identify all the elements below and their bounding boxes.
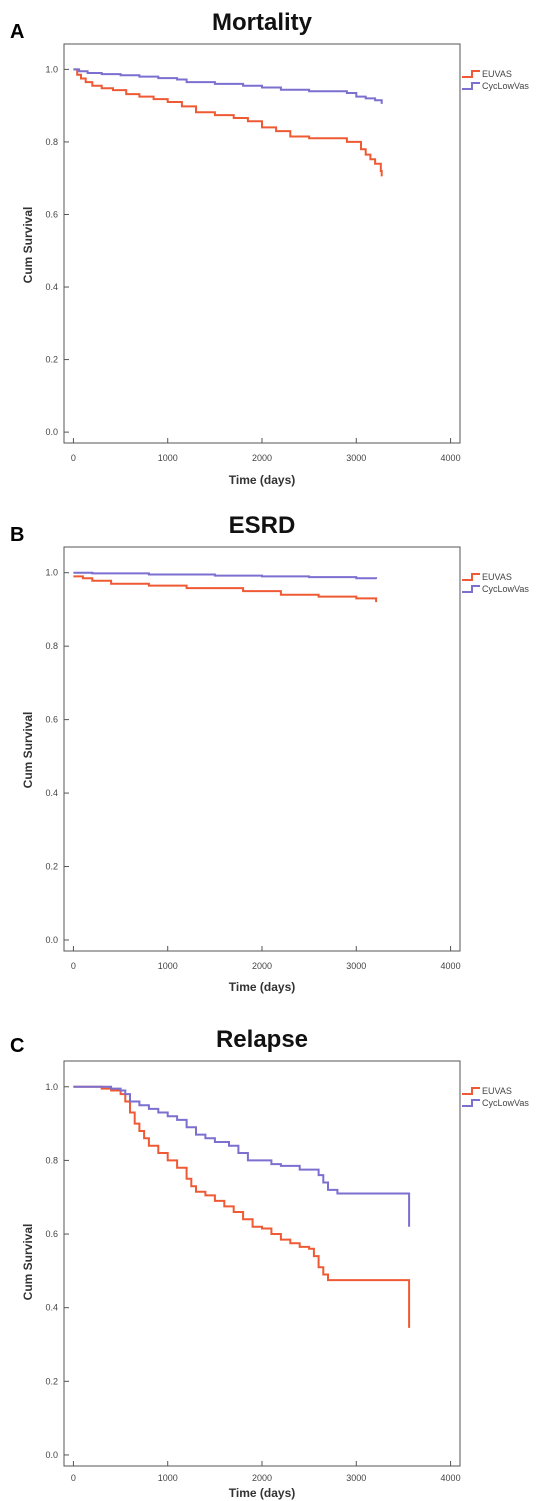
y-tick-label: 0.4 <box>45 1303 58 1313</box>
legend-swatch-cyclowvas <box>462 1099 480 1107</box>
legend-swatch-euvas <box>462 573 480 581</box>
x-tick-label: 0 <box>71 1473 76 1483</box>
panel-letter: A <box>10 21 24 43</box>
series-line-cyclowvas <box>73 571 378 580</box>
legend-label-cyclowvas: CycLowVas <box>482 1098 529 1108</box>
panel-a: A Mortality 0.0 0.2 0.4 0.6 0.8 1.0 0 1000 2000 300… <box>10 9 529 487</box>
y-tick-label: 0.0 <box>45 935 58 945</box>
panel-letter: C <box>10 1035 24 1057</box>
y-axis-title: Cum Survival <box>21 207 35 284</box>
x-tick-label: 1000 <box>158 1473 178 1483</box>
legend-swatch-euvas <box>462 70 480 78</box>
series-line-cyclowvas <box>73 1085 411 1227</box>
legend-label-euvas: EUVAS <box>482 1086 512 1096</box>
chart-title: Relapse <box>216 1026 308 1053</box>
y-tick-label: 0.8 <box>45 641 58 651</box>
x-axis-title: Time (days) <box>229 1486 295 1500</box>
y-tick-label: 0.6 <box>45 1229 58 1239</box>
y-tick-label: 0.6 <box>45 209 58 219</box>
plot-frame <box>63 1060 461 1467</box>
chart-title: ESRD <box>229 512 296 539</box>
x-tick-label: 1000 <box>158 961 178 971</box>
series-line-cyclowvas <box>73 68 383 104</box>
x-tick-label: 2000 <box>252 961 272 971</box>
y-tick-label: 1.0 <box>45 568 58 578</box>
chart-title: Mortality <box>212 9 313 36</box>
x-tick-label: 3000 <box>346 961 366 971</box>
series-line-euvas <box>73 575 378 603</box>
x-tick-label: 4000 <box>441 1473 461 1483</box>
panel-letter: B <box>10 524 24 546</box>
x-tick-label: 2000 <box>252 453 272 463</box>
y-tick-label: 0.2 <box>45 862 58 872</box>
y-tick-label: 1.0 <box>45 64 58 74</box>
legend-label-cyclowvas: CycLowVas <box>482 584 529 594</box>
plot-frame <box>63 546 461 952</box>
x-tick-label: 0 <box>71 453 76 463</box>
panel-c: C Relapse 0.0 0.2 0.4 0.6 0.8 1.0 0 1000 2000 3000 4… <box>10 1026 529 1500</box>
y-axis-title: Cum Survival <box>21 1224 35 1301</box>
x-axis-title: Time (days) <box>229 980 295 994</box>
x-tick-label: 3000 <box>346 453 366 463</box>
y-tick-label: 1.0 <box>45 1082 58 1092</box>
panel-b: B ESRD 0.0 0.2 0.4 0.6 0.8 1.0 0 1000 2000 3000 4000… <box>10 512 529 994</box>
legend-label-euvas: EUVAS <box>482 69 512 79</box>
x-tick-label: 4000 <box>441 961 461 971</box>
x-axis-title: Time (days) <box>229 473 295 487</box>
legend-swatch-cyclowvas <box>462 82 480 90</box>
y-tick-label: 0.8 <box>45 137 58 147</box>
y-tick-label: 0.6 <box>45 715 58 725</box>
y-tick-label: 0.4 <box>45 788 58 798</box>
x-tick-label: 3000 <box>346 1473 366 1483</box>
y-tick-label: 0.4 <box>45 282 58 292</box>
y-tick-label: 0.2 <box>45 1376 58 1386</box>
y-tick-label: 0.8 <box>45 1155 58 1165</box>
series-line-euvas <box>73 68 383 177</box>
x-tick-label: 4000 <box>441 453 461 463</box>
legend-swatch-euvas <box>462 1087 480 1095</box>
y-axis-title: Cum Survival <box>21 712 35 789</box>
legend-label-cyclowvas: CycLowVas <box>482 81 529 91</box>
y-tick-label: 0.0 <box>45 1450 58 1460</box>
legend-label-euvas: EUVAS <box>482 572 512 582</box>
x-tick-label: 1000 <box>158 453 178 463</box>
y-tick-label: 0.0 <box>45 427 58 437</box>
x-tick-label: 0 <box>71 961 76 971</box>
plot-frame <box>63 43 461 444</box>
x-tick-label: 2000 <box>252 1473 272 1483</box>
series-line-euvas <box>73 1085 411 1328</box>
legend-swatch-cyclowvas <box>462 585 480 593</box>
y-tick-label: 0.2 <box>45 355 58 365</box>
